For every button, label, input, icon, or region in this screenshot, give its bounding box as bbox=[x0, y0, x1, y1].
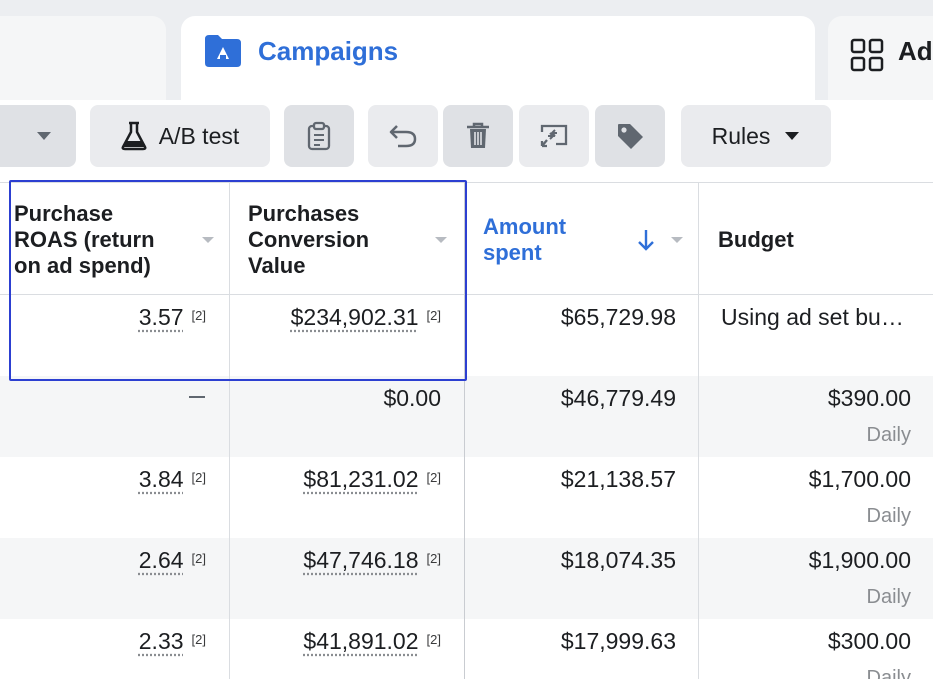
conversion-value[interactable]: $234,902.31 bbox=[291, 304, 419, 330]
dropdown-button[interactable] bbox=[0, 105, 76, 167]
footnote-marker: [2] bbox=[427, 308, 441, 323]
budget-value: $390.00 bbox=[828, 385, 911, 412]
ab-test-button[interactable]: A/B test bbox=[90, 105, 270, 167]
footnote-marker: [2] bbox=[192, 308, 206, 323]
clipboard-icon bbox=[307, 121, 331, 151]
tab-ads-label: Ad bbox=[898, 36, 933, 67]
sort-caret-icon[interactable] bbox=[202, 237, 214, 243]
table-row[interactable]: 3.84 [2] $81,231.02 [2] $21,138.57 $1,700.… bbox=[0, 457, 933, 538]
header-line: Value bbox=[248, 253, 369, 279]
footnote-marker: [2] bbox=[192, 470, 206, 485]
undo-button[interactable] bbox=[368, 105, 438, 167]
caret-down-icon bbox=[36, 131, 52, 141]
undo-icon bbox=[388, 123, 418, 149]
ab-test-label: A/B test bbox=[159, 123, 240, 150]
roas-value[interactable]: 2.33 bbox=[139, 628, 184, 654]
campaigns-table: 3.57 [2] $234,902.31 [2] $65,729.98 Using … bbox=[0, 182, 933, 679]
budget-period: Daily bbox=[867, 667, 911, 679]
roas-value[interactable]: 3.57 bbox=[139, 304, 184, 330]
table-row[interactable]: 2.33 [2] $41,891.02 [2] $17,999.63 $300.00… bbox=[0, 619, 933, 679]
budget-period: Daily bbox=[867, 505, 911, 528]
tab-previous[interactable] bbox=[0, 16, 166, 102]
footnote-marker: [2] bbox=[192, 551, 206, 566]
export-icon bbox=[539, 122, 569, 150]
delete-button[interactable] bbox=[443, 105, 513, 167]
trash-icon bbox=[465, 121, 491, 151]
conversion-value[interactable]: $47,746.18 bbox=[303, 547, 418, 573]
column-header-budget[interactable]: Budget bbox=[699, 183, 933, 295]
conversion-value[interactable]: $41,891.02 bbox=[303, 628, 418, 654]
caret-down-icon bbox=[784, 131, 800, 141]
budget-value: $1,700.00 bbox=[809, 466, 911, 493]
table-row[interactable]: — $0.00 $46,779.49 $390.00 Daily bbox=[0, 376, 933, 457]
folder-icon bbox=[203, 33, 243, 69]
header-line: spent bbox=[483, 240, 566, 266]
roas-value[interactable]: 2.64 bbox=[139, 547, 184, 573]
column-divider bbox=[464, 182, 465, 679]
conversion-value[interactable]: $81,231.02 bbox=[303, 466, 418, 492]
budget-value: Using ad set bu… bbox=[721, 304, 904, 331]
header-line: on ad spend) bbox=[14, 253, 155, 279]
table-row[interactable]: 3.57 [2] $234,902.31 [2] $65,729.98 Using … bbox=[0, 295, 933, 376]
column-divider bbox=[229, 182, 230, 679]
budget-period: Daily bbox=[867, 424, 911, 447]
amount-spent-value: $17,999.63 bbox=[561, 628, 676, 655]
roas-value[interactable]: 3.84 bbox=[139, 466, 184, 492]
tab-bar: Campaigns Ad bbox=[0, 0, 933, 100]
toolbar: A/B test Rul bbox=[0, 100, 933, 182]
tab-ads[interactable]: Ad bbox=[828, 16, 933, 102]
column-divider bbox=[698, 182, 699, 679]
footnote-marker: [2] bbox=[427, 551, 441, 566]
tab-campaigns[interactable]: Campaigns bbox=[181, 16, 815, 102]
header-line: Conversion bbox=[248, 227, 369, 253]
header-line: Purchase bbox=[14, 201, 155, 227]
tab-campaigns-label: Campaigns bbox=[258, 36, 398, 67]
sort-caret-icon[interactable] bbox=[435, 237, 447, 243]
footnote-marker: [2] bbox=[192, 632, 206, 647]
budget-value: $300.00 bbox=[828, 628, 911, 655]
header-line: ROAS (return bbox=[14, 227, 155, 253]
header-line: Purchases bbox=[248, 201, 369, 227]
column-header-amount-spent[interactable]: Amount spent bbox=[465, 183, 698, 295]
footnote-marker: [2] bbox=[427, 470, 441, 485]
sort-descending-arrow-icon[interactable] bbox=[637, 229, 655, 251]
export-button[interactable] bbox=[519, 105, 589, 167]
amount-spent-value: $46,779.49 bbox=[561, 385, 676, 412]
table-header: Purchase ROAS (return on ad spend) Purch… bbox=[0, 182, 933, 295]
budget-period: Daily bbox=[867, 586, 911, 609]
empty-value-dash: — bbox=[189, 396, 205, 398]
duplicate-button[interactable] bbox=[284, 105, 354, 167]
footnote-marker: [2] bbox=[427, 632, 441, 647]
budget-value: $1,900.00 bbox=[809, 547, 911, 574]
tag-icon bbox=[615, 121, 645, 151]
amount-spent-value: $21,138.57 bbox=[561, 466, 676, 493]
table-row[interactable]: 2.64 [2] $47,746.18 [2] $18,074.35 $1,900.… bbox=[0, 538, 933, 619]
flask-icon bbox=[121, 121, 147, 151]
grid-icon bbox=[850, 38, 884, 72]
rules-button[interactable]: Rules bbox=[681, 105, 831, 167]
column-header-conversion-value[interactable]: Purchases Conversion Value bbox=[230, 183, 464, 295]
column-header-roas[interactable]: Purchase ROAS (return on ad spend) bbox=[0, 183, 229, 295]
header-line: Budget bbox=[718, 227, 794, 253]
conversion-value: $0.00 bbox=[383, 385, 441, 412]
amount-spent-value: $18,074.35 bbox=[561, 547, 676, 574]
rules-label: Rules bbox=[712, 123, 771, 150]
amount-spent-value: $65,729.98 bbox=[561, 304, 676, 331]
tag-button[interactable] bbox=[595, 105, 665, 167]
header-line: Amount bbox=[483, 214, 566, 240]
sort-caret-icon[interactable] bbox=[671, 237, 683, 243]
